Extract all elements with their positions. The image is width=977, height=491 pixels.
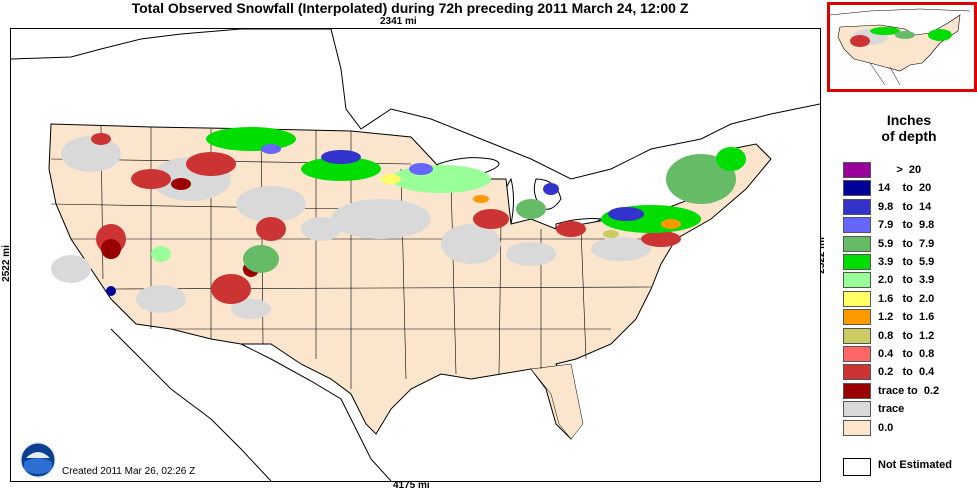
not-estimated-label: Not Estimated [878,459,952,471]
legend-swatch [843,290,871,307]
mexico-outline [110,328,392,481]
legend-item: 0.4 to 0.8 [843,346,973,362]
legend-swatch [843,419,871,436]
legend-swatch [843,235,871,252]
map-svg [11,29,820,481]
legend-swatch [843,272,871,289]
legend-label: > 20 [878,164,922,176]
legend-title-line1: Inches [886,112,932,128]
legend-item: 0.0 [843,419,973,436]
legend-item: 7.9 to 9.8 [843,217,973,234]
dimension-top-label: 2341 mi [380,16,417,27]
legend-item: 3.9 to 5.9 [843,254,973,270]
legend-label: 5.9 to 7.9 [878,237,935,250]
legend-label: trace [878,403,905,416]
trace-areas [51,136,651,319]
legend-label: 9.8 to 14 [878,200,932,213]
legend-swatch [843,401,871,418]
legend-title-line2: of depth [881,128,937,144]
dimension-bottom-label: 4175 mi [393,480,430,491]
legend-label: 3.9 to 5.9 [878,256,935,268]
heavy-snow-areas [106,144,644,296]
legend-swatch [843,217,871,234]
legend-swatch [843,162,871,178]
state-boundaries [50,125,652,389]
legend-label: 0.2 to 0.4 [878,366,935,379]
created-timestamp: Created 2011 Mar 26, 02:26 Z [62,466,196,477]
legend-item: > 20 [843,162,973,178]
legend-label: 7.9 to 9.8 [878,219,935,232]
legend-label: 0.4 to 0.8 [878,348,935,360]
legend-item: trace [843,401,973,418]
not-estimated-swatch [843,458,871,476]
legend-item: trace to 0.2 [843,382,973,399]
overview-inset-map[interactable] [827,2,977,92]
legend-swatch [843,254,871,270]
legend-item: 0.2 to 0.4 [843,364,973,381]
noaa-logo [20,442,56,478]
legend-swatch [843,382,871,399]
legend-item: 1.6 to 2.0 [843,290,973,307]
legend-label: 0.8 to 1.2 [878,329,935,342]
legend-item: 9.8 to 14 [843,198,973,215]
legend-swatch [843,327,871,344]
canada-outline [11,29,820,180]
legend-label: 1.6 to 2.0 [878,292,935,305]
legend-label: 1.2 to 1.6 [878,311,935,324]
legend-label: 0.0 [878,421,894,434]
legend-swatch [843,198,871,215]
legend-item: 2.0 to 3.9 [843,272,973,289]
florida [530,363,584,440]
legend-label: trace to 0.2 [878,384,940,397]
legend-label: 2.0 to 3.9 [878,274,935,287]
legend-item: 14 to 20 [843,180,973,197]
legend-item: 0.8 to 1.2 [843,327,973,344]
legend-item: 1.2 to 1.6 [843,309,973,326]
legend-label: 14 to 20 [878,182,932,195]
inset-svg [830,8,971,86]
map-title: Total Observed Snowfall (Interpolated) d… [131,0,689,16]
legend-swatch [843,364,871,381]
legend-item: 5.9 to 7.9 [843,235,973,252]
legend-title: Inches of depth [845,112,973,144]
legend-swatch [843,346,871,362]
legend-swatch [843,309,871,326]
legend-swatch [843,180,871,197]
light-moderate-snow-areas [381,174,681,238]
snowfall-map[interactable] [10,28,821,482]
